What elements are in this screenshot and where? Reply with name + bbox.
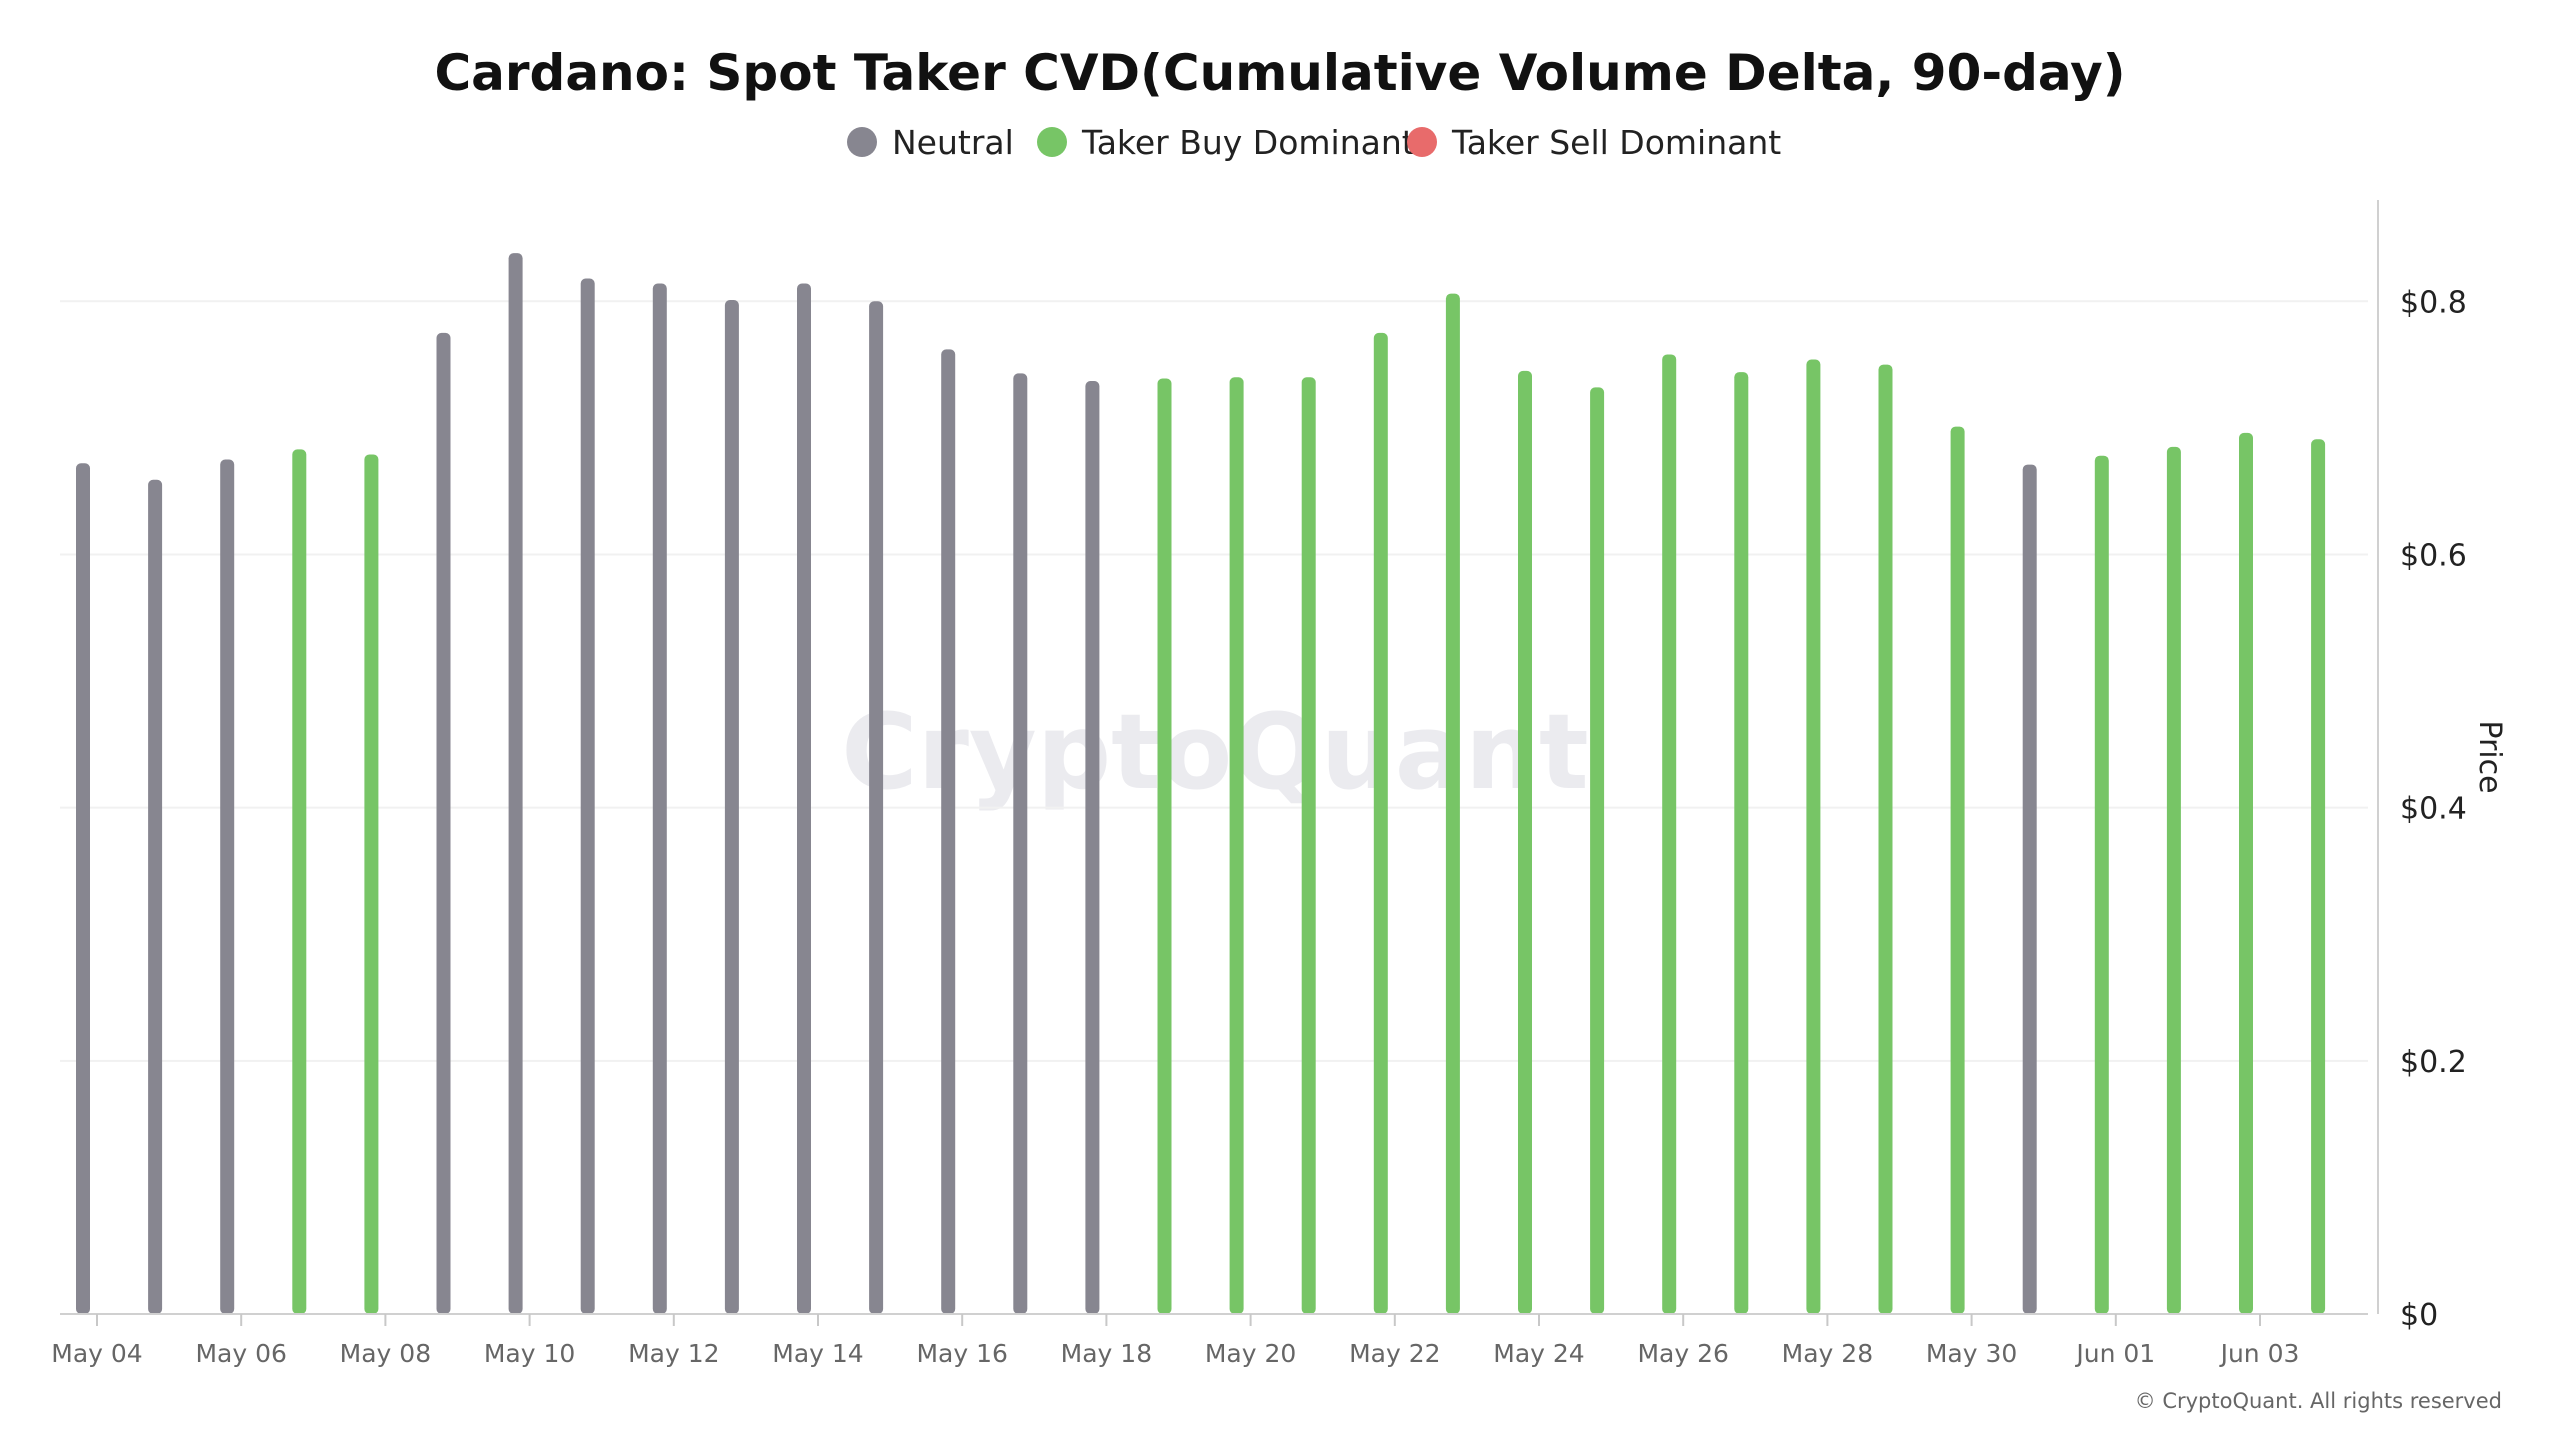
y-axis-title: Price (2472, 720, 2507, 793)
x-tick-label: May 10 (484, 1339, 575, 1368)
x-tick-label: May 22 (1349, 1339, 1440, 1368)
x-tick-label: May 30 (1926, 1339, 2017, 1368)
x-tick-label: Jun 01 (2074, 1339, 2155, 1368)
legend-label: Taker Sell Dominant (1451, 123, 1781, 162)
bar-2024-05-31 (2022, 464, 2037, 1314)
gridlines (60, 300, 2368, 1062)
legend-marker (1407, 127, 1437, 157)
x-tick-label: Jun 03 (2219, 1339, 2300, 1368)
bar-2024-05-15 (869, 301, 884, 1315)
y-tick-label: $0.4 (2400, 792, 2467, 827)
bar-2024-05-06 (220, 459, 235, 1314)
bar-2024-05-04 (76, 463, 90, 1314)
bar-2024-05-08 (364, 454, 379, 1314)
y-axis-ticks: $0 $0.2 $0.4 $0.6 $0.8 (2400, 285, 2467, 1333)
bar-2024-05-23 (1445, 293, 1460, 1315)
bar-2024-05-26 (1662, 354, 1677, 1314)
legend-marker (1037, 127, 1067, 157)
x-tick-label: May 26 (1637, 1339, 1728, 1368)
legend-item-sell[interactable]: Taker Sell Dominant (1407, 123, 1781, 162)
legend-item-neutral[interactable]: Neutral (847, 123, 1014, 162)
bar-2024-06-03 (2239, 432, 2253, 1315)
watermark: CryptoQuant (841, 691, 1588, 813)
bar-2024-05-13 (724, 300, 739, 1314)
bar-2024-06-04 (2311, 439, 2326, 1314)
bar-2024-05-17 (1013, 373, 1028, 1314)
bar-2024-05-11 (580, 278, 595, 1315)
bar-2024-05-21 (1301, 377, 1316, 1314)
x-tick-label: May 06 (195, 1339, 286, 1368)
chart-title: Cardano: Spot Taker CVD(Cumulative Volum… (434, 44, 2125, 102)
bar-2024-05-20 (1229, 377, 1244, 1314)
bar-2024-05-19 (1157, 378, 1172, 1315)
bar-2024-05-18 (1085, 381, 1100, 1314)
y-tick-label: $0.8 (2400, 285, 2467, 320)
copyright-notice: © CryptoQuant. All rights reserved (2135, 1389, 2502, 1413)
y-tick-label: $0.2 (2400, 1045, 2467, 1080)
legend-item-buy[interactable]: Taker Buy Dominant (1037, 123, 1415, 162)
bar-2024-05-29 (1878, 364, 1893, 1314)
x-tick-label: May 24 (1493, 1339, 1584, 1368)
bar-2024-05-30 (1950, 426, 1965, 1314)
bar-2024-05-10 (508, 253, 523, 1314)
x-tick-label: May 08 (340, 1339, 431, 1368)
bar-2024-05-28 (1806, 359, 1821, 1315)
bar-2024-06-02 (2166, 446, 2181, 1314)
bar-2024-06-01 (2094, 455, 2109, 1314)
bar-2024-05-22 (1373, 332, 1388, 1315)
legend: Neutral Taker Buy Dominant Taker Sell Domi… (847, 123, 1781, 162)
x-tick-label: May 16 (916, 1339, 1007, 1368)
x-tick-label: May 04 (51, 1339, 142, 1368)
y-tick-label: $0 (2400, 1298, 2438, 1333)
bar-2024-05-27 (1734, 372, 1749, 1314)
legend-label: Neutral (892, 123, 1014, 162)
x-tick-label: May 18 (1061, 1339, 1152, 1368)
x-tick-label: May 14 (772, 1339, 863, 1368)
legend-label: Taker Buy Dominant (1081, 123, 1415, 162)
bar-2024-05-25 (1590, 387, 1605, 1314)
bar-2024-05-12 (652, 283, 667, 1314)
y-tick-label: $0.6 (2400, 538, 2467, 573)
bar-2024-05-16 (941, 349, 956, 1314)
bars (76, 253, 2326, 1315)
bar-2024-05-24 (1518, 370, 1532, 1315)
bar-2024-05-14 (797, 283, 811, 1314)
x-tick-label: May 12 (628, 1339, 719, 1368)
bar-2024-05-09 (436, 332, 451, 1315)
legend-marker (847, 127, 877, 157)
x-tick-label: May 20 (1205, 1339, 1296, 1368)
bar-2024-05-07 (292, 449, 307, 1314)
x-axis-ticks: May 04 May 06 May 08 May 10 May 12 May 14 May … (51, 1314, 2299, 1368)
bar-2024-05-05 (148, 479, 163, 1315)
x-tick-label: May 28 (1782, 1339, 1873, 1368)
